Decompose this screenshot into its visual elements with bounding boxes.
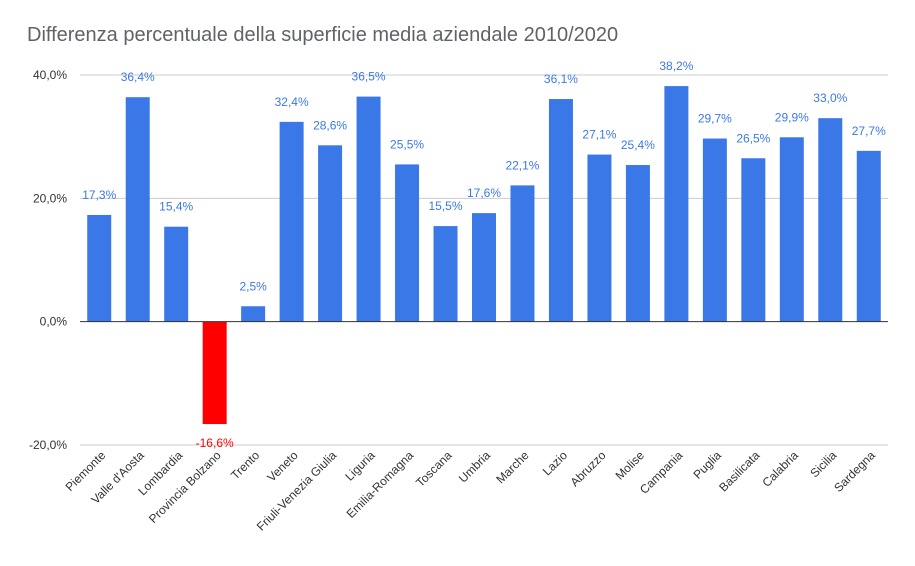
data-label: 32,4% <box>275 95 309 109</box>
bar <box>856 150 881 322</box>
bar <box>241 306 266 322</box>
data-label: 33,0% <box>813 91 847 105</box>
bar <box>318 145 343 322</box>
x-tick-label: Umbria <box>456 448 493 485</box>
data-label: 36,1% <box>544 72 578 86</box>
chart-title: Differenza percentuale della superficie … <box>27 24 619 46</box>
bar <box>587 154 612 322</box>
data-label: 28,6% <box>313 118 347 132</box>
x-tick-label: Emilia-Romagna <box>344 448 417 521</box>
data-label: 17,6% <box>467 186 501 200</box>
x-tick-label: Provincia Bolzano <box>146 448 224 526</box>
bar <box>472 213 496 322</box>
data-label: 36,5% <box>352 70 386 84</box>
bar <box>87 214 112 322</box>
x-tick-label: Toscana <box>413 448 455 490</box>
bar <box>779 137 804 322</box>
bar <box>741 158 766 322</box>
x-tick-label: Molise <box>613 448 648 483</box>
y-tick-label: 0,0% <box>40 315 68 329</box>
data-label: 17,3% <box>82 188 116 202</box>
bar-layer <box>87 86 881 425</box>
data-label: 27,7% <box>852 124 886 138</box>
x-tick-label: Calabria <box>759 448 801 490</box>
data-label: 29,9% <box>775 110 809 124</box>
data-label: -16,6% <box>196 436 234 450</box>
bar <box>395 164 420 322</box>
bar <box>702 138 727 322</box>
bar <box>625 165 650 322</box>
x-tick-label: Sardegna <box>831 448 878 495</box>
y-tick-label: 20,0% <box>33 191 67 205</box>
x-tick-label: Veneto <box>264 448 301 485</box>
bar <box>202 321 227 425</box>
y-tick-label: -20,0% <box>29 438 67 452</box>
bar <box>548 99 573 322</box>
data-label: 25,4% <box>621 138 655 152</box>
bar <box>510 185 535 322</box>
data-label: 27,1% <box>582 128 616 142</box>
y-tick-label: 40,0% <box>33 68 67 82</box>
bar <box>433 226 458 322</box>
bar <box>164 226 189 322</box>
data-label: 15,4% <box>159 200 193 214</box>
data-label: 38,2% <box>659 59 693 73</box>
data-label: 22,1% <box>505 158 539 172</box>
x-tick-label: Puglia <box>690 448 724 482</box>
label-layer: 17,3% 36,4% 15,4% -16,6% 2,5% 32,4% 28,6% 36,5%… <box>82 59 886 450</box>
bar <box>664 86 689 322</box>
x-tick-label: Basilicata <box>716 448 762 494</box>
bar <box>356 96 381 322</box>
x-tick-label: Abruzzo <box>568 448 609 489</box>
data-label: 25,5% <box>390 137 424 151</box>
bar <box>818 118 843 322</box>
x-tick-label: Liguria <box>342 448 378 484</box>
data-label: 29,7% <box>698 112 732 126</box>
x-tick-label: Sicilia <box>807 448 839 480</box>
data-label: 26,5% <box>736 131 770 145</box>
data-label: 36,4% <box>121 70 155 84</box>
data-label: 15,5% <box>429 199 463 213</box>
x-tick-label: Campania <box>637 448 686 497</box>
x-tick-label: Lazio <box>540 448 570 478</box>
x-tick-label: Trento <box>228 448 262 482</box>
bar <box>279 121 304 322</box>
x-tick-label: Marche <box>493 448 531 486</box>
bar <box>125 97 150 322</box>
data-label: 2,5% <box>239 279 267 293</box>
